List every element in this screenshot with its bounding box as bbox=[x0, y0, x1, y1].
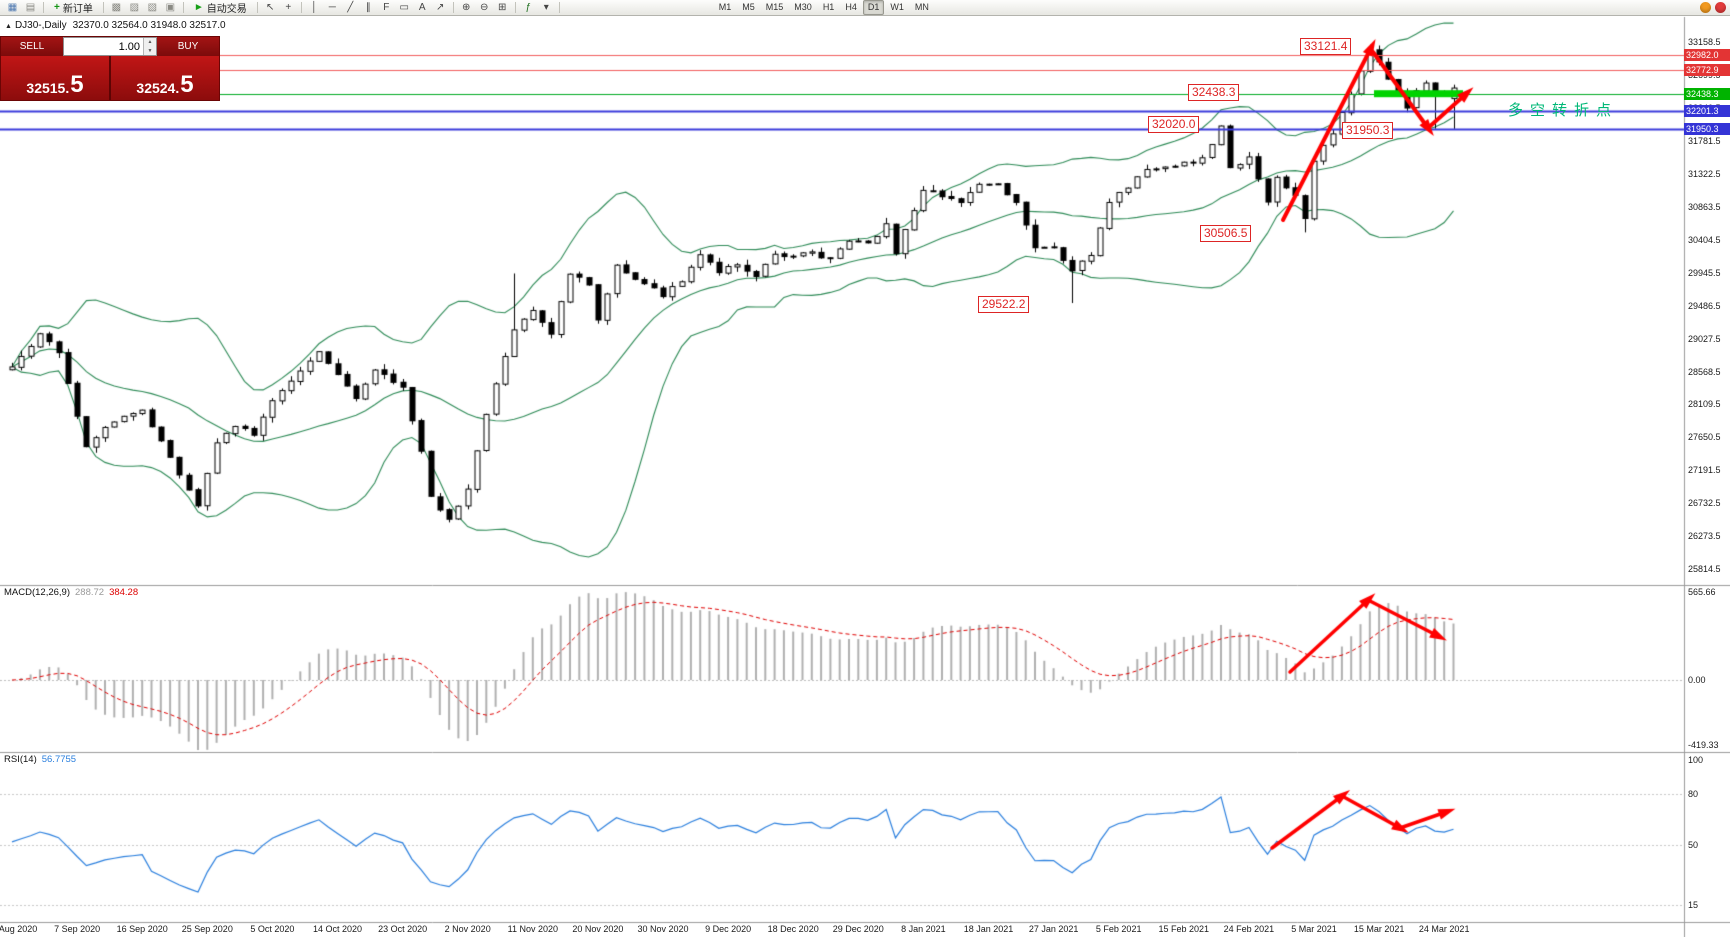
text-icon[interactable]: A bbox=[418, 2, 426, 13]
horizontal-line-icon[interactable]: ─ bbox=[328, 2, 336, 13]
buy-price-button[interactable]: 32524. 5 bbox=[111, 56, 219, 100]
toolbar-separator bbox=[43, 2, 44, 13]
timeframe-button-m1[interactable]: M1 bbox=[718, 2, 732, 12]
crosshair-icon[interactable]: + bbox=[285, 2, 292, 13]
toolbar-separator bbox=[256, 2, 258, 13]
arrows-tool-icon[interactable]: ↗ bbox=[436, 2, 445, 13]
sell-price-button[interactable]: 32515. 5 bbox=[1, 56, 109, 100]
rsi-indicator-label: RSI(14) 56.7755 bbox=[4, 754, 76, 765]
rsi-name: RSI(14) bbox=[4, 754, 37, 765]
tile-windows-icon[interactable]: ⊞ bbox=[498, 2, 507, 13]
chart-title: ▲ DJ30-,Daily 32370.0 32564.0 31948.0 3251… bbox=[5, 20, 226, 31]
toolbar-separator bbox=[558, 2, 560, 13]
zoom-out-icon[interactable]: ⊖ bbox=[480, 2, 489, 13]
timeframe-button-w1[interactable]: W1 bbox=[890, 2, 904, 12]
fibonacci-icon[interactable]: F bbox=[383, 2, 390, 13]
status-news-icon[interactable] bbox=[1700, 2, 1711, 13]
toolbar-separator bbox=[182, 2, 184, 13]
chart-profiles-icon[interactable]: ▤ bbox=[25, 2, 36, 13]
volume-up-icon[interactable]: ▲ bbox=[144, 38, 156, 47]
volume-input[interactable] bbox=[64, 38, 143, 55]
autotrading-button-icon: ► bbox=[193, 2, 204, 13]
timeframe-button-d1[interactable]: D1 bbox=[862, 0, 885, 15]
timeframe-button-m15[interactable]: M15 bbox=[765, 2, 784, 12]
new-order-button[interactable]: + 新订单 bbox=[48, 0, 99, 16]
navigator-icon[interactable]: ▧ bbox=[147, 2, 158, 13]
toolbar-separator bbox=[102, 2, 104, 13]
sell-price-pip: 5 bbox=[70, 70, 84, 98]
sell-button[interactable]: SELL bbox=[1, 37, 63, 56]
timeframe-button-m30[interactable]: M30 bbox=[794, 2, 812, 12]
chart-symbol-period: DJ30-,Daily bbox=[14, 20, 67, 31]
vertical-line-icon[interactable]: │ bbox=[311, 2, 318, 13]
one-click-collapse-icon[interactable]: ▲ bbox=[5, 23, 12, 30]
trendline-icon[interactable]: ╱ bbox=[347, 2, 354, 13]
timeframe-button-m5[interactable]: M5 bbox=[742, 2, 755, 12]
toolbar: ▦ ▤ + 新订单 ▩ ▨ ▧ ▣ ► 自动交易 ↖ + │ ─ ╱ ∥ F ▭ A ↗ ⊕ ⊖ ⊞ ƒ ▾ M1 M5 M15 M30… bbox=[0, 0, 1730, 16]
equidistant-channel-icon[interactable]: ∥ bbox=[365, 2, 371, 13]
toolbar-separator bbox=[300, 2, 302, 13]
buy-button[interactable]: BUY bbox=[157, 37, 219, 56]
autotrading-button-label: 自动交易 bbox=[206, 4, 247, 15]
data-window-icon[interactable]: ▨ bbox=[129, 2, 140, 13]
macd-main-value: 288.72 bbox=[75, 587, 105, 598]
terminal-icon[interactable]: ▣ bbox=[165, 2, 176, 13]
status-alert-icon[interactable] bbox=[1715, 2, 1726, 13]
timeframe-toolbar: M1 M5 M15 M30 H1 H4 D1 W1 MN bbox=[714, 0, 934, 15]
shapes-icon[interactable]: ▭ bbox=[399, 2, 409, 13]
timeframe-button-h4[interactable]: H4 bbox=[845, 2, 857, 12]
market-watch-icon[interactable]: ▩ bbox=[111, 2, 122, 13]
toolbar-separator bbox=[452, 2, 454, 13]
indicators-dropdown-icon[interactable]: ▾ bbox=[543, 2, 549, 13]
timeframe-button-h1[interactable]: H1 bbox=[822, 2, 835, 12]
new-order-button-icon: + bbox=[54, 2, 60, 13]
chart-ohlc-values: 32370.0 32564.0 31948.0 32517.0 bbox=[72, 20, 226, 31]
cursor-icon[interactable]: ↖ bbox=[266, 2, 275, 13]
volume-spinner[interactable]: ▲ ▼ bbox=[143, 38, 156, 55]
new-order-button-label: 新订单 bbox=[62, 4, 93, 15]
zoom-in-icon[interactable]: ⊕ bbox=[462, 2, 471, 13]
buy-price-pip: 5 bbox=[180, 70, 194, 98]
one-click-trading-panel: SELL ▲ ▼ BUY 32515. 5 32524. 5 bbox=[0, 36, 220, 101]
volume-box: ▲ ▼ bbox=[63, 37, 157, 56]
buy-price-main: 32524. bbox=[136, 80, 180, 96]
chart-grid-icon[interactable]: ▦ bbox=[7, 2, 18, 13]
toolbar-separator bbox=[514, 2, 516, 13]
macd-signal-value: 384.28 bbox=[109, 587, 139, 598]
autotrading-button[interactable]: ► 自动交易 bbox=[188, 0, 253, 16]
sell-price-main: 32515. bbox=[26, 80, 70, 96]
rsi-value: 56.7755 bbox=[41, 754, 77, 765]
volume-down-icon[interactable]: ▼ bbox=[144, 46, 156, 55]
macd-name: MACD(12,26,9) bbox=[4, 587, 70, 598]
macd-indicator-label: MACD(12,26,9) 288.72 384.28 bbox=[4, 587, 138, 598]
timeframe-button-mn[interactable]: MN bbox=[914, 2, 929, 12]
indicators-icon[interactable]: ƒ bbox=[525, 2, 532, 13]
